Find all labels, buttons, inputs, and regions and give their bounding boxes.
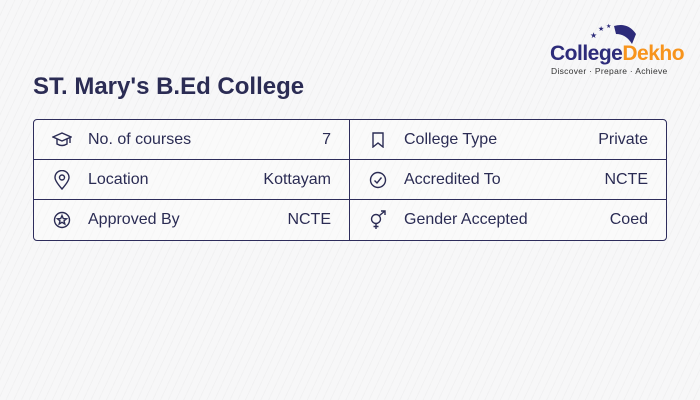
info-cell-courses: No. of courses 7	[34, 120, 350, 160]
svg-text:★: ★	[606, 23, 611, 30]
info-cell-college-type: College Type Private	[350, 120, 666, 160]
logo-tagline: Discover · Prepare · Achieve	[551, 66, 668, 76]
location-pin-icon	[52, 169, 72, 190]
info-cell-approved: Approved By NCTE	[34, 200, 350, 240]
svg-text:★: ★	[598, 25, 604, 33]
info-cell-accredited: Accredited To NCTE	[350, 160, 666, 200]
svg-text:★: ★	[590, 31, 597, 40]
check-circle-icon	[368, 170, 388, 190]
logo-wordmark: CollegeDekho	[550, 42, 685, 65]
page-title: ST. Mary's B.Ed College	[33, 73, 305, 100]
graduation-cap-icon	[52, 130, 72, 150]
info-cell-gender: Gender Accepted Coed	[350, 200, 666, 240]
collegedekho-logo[interactable]: ★ ★ ★ CollegeDekho Discover · Prepare · …	[548, 22, 698, 78]
info-cell-location: Location Kottayam	[34, 160, 350, 200]
star-badge-icon	[52, 210, 72, 230]
gender-icon	[368, 210, 388, 230]
bookmark-icon	[368, 130, 388, 150]
logo-cap-icon: ★ ★ ★	[590, 23, 636, 44]
college-info-table: No. of courses 7 College Type Private Loca…	[33, 119, 667, 241]
